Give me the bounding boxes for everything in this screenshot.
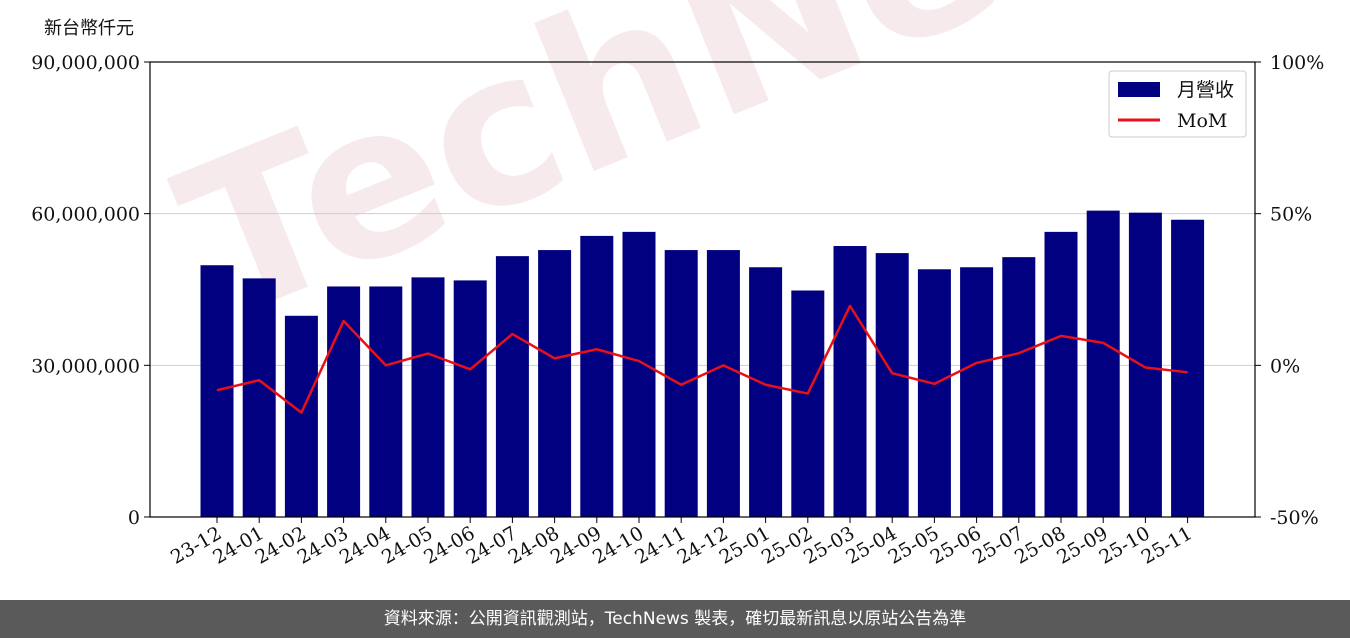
y-axis-unit-label: 新台幣仟元 [44,18,134,39]
legend-label-bar: 月營收 [1177,79,1234,101]
legend-swatch-bar [1118,82,1160,97]
left-tick-label: 60,000,000 [31,204,140,226]
bar [1086,210,1120,517]
bar [369,286,403,517]
bar [622,231,656,517]
left-tick-label: 30,000,000 [31,355,140,377]
bar [538,250,572,518]
bar [200,265,234,517]
bar [749,267,783,517]
bar [411,277,445,517]
bar [327,286,361,517]
bar [917,269,951,517]
right-tick-label: 50% [1270,204,1312,226]
left-tick-label: 0 [128,507,140,529]
bar [791,290,825,517]
bar [495,256,529,517]
right-tick-label: 0% [1270,355,1300,377]
legend-label-line: MoM [1177,110,1227,132]
bar [1044,231,1078,517]
bar [960,267,994,517]
bar [453,280,487,517]
bar [580,235,614,517]
plot-frame [149,61,1256,518]
bar [284,315,318,517]
chart: 新台幣仟元 0 30,000,000 60,000,000 90,000,000 -50… [31,18,1324,569]
bar [242,278,276,517]
left-tick-label: 90,000,000 [31,52,140,74]
bar [1128,212,1162,517]
right-tick-label: 100% [1270,52,1324,74]
bar [875,253,909,517]
bar [706,250,740,518]
mom-line [216,304,1188,414]
right-tick-label: -50% [1270,507,1319,529]
bar [1002,257,1036,517]
footer-source-note: 資料來源：公開資訊觀測站，TechNews 製表，確切最新訊息以原站公告為準 [0,600,1350,638]
bar [833,246,867,517]
bar [1171,219,1205,517]
